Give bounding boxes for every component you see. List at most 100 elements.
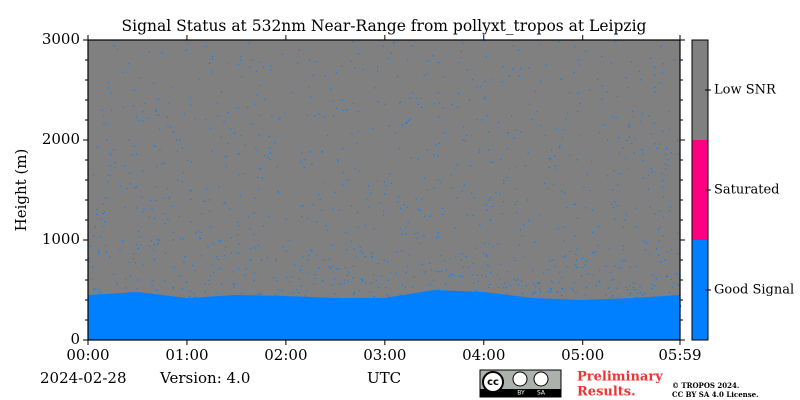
speck <box>483 297 485 299</box>
speck <box>635 207 637 209</box>
speck <box>466 69 468 71</box>
colorbar-segment <box>692 240 708 340</box>
speck <box>259 84 261 87</box>
speck <box>126 187 128 190</box>
speck <box>109 165 111 167</box>
speck <box>406 122 408 124</box>
speck <box>576 266 578 268</box>
speck <box>225 165 227 168</box>
notice-line: Preliminary <box>577 370 663 385</box>
speck <box>645 303 648 305</box>
speck <box>351 132 353 135</box>
speck <box>360 250 362 252</box>
speck <box>488 199 490 201</box>
speck <box>652 274 654 276</box>
speck <box>626 289 628 291</box>
speck <box>92 266 94 268</box>
speck <box>485 56 487 58</box>
speck <box>491 306 494 309</box>
speck <box>412 92 414 94</box>
speck <box>330 303 333 305</box>
speck <box>179 139 181 141</box>
speck <box>426 149 428 151</box>
speck <box>397 201 399 203</box>
speck <box>659 82 661 84</box>
speck <box>601 98 603 100</box>
speck <box>641 294 644 296</box>
speck <box>511 309 514 311</box>
speck <box>122 240 124 242</box>
speck <box>557 227 559 230</box>
speck <box>177 308 179 310</box>
speck <box>647 188 649 190</box>
speck <box>520 229 522 231</box>
x-tick-label: 02:00 <box>264 346 307 364</box>
y-tick-label: 2000 <box>42 130 80 148</box>
speck <box>300 269 302 271</box>
speck <box>586 260 588 262</box>
speck <box>107 181 109 183</box>
speck <box>645 301 647 303</box>
speck <box>289 239 291 241</box>
speck <box>328 258 330 260</box>
speck <box>352 103 354 105</box>
speck <box>667 159 669 161</box>
speck <box>377 101 379 103</box>
speck <box>486 115 488 117</box>
speck <box>283 306 285 308</box>
speck <box>481 274 483 276</box>
speck <box>233 307 235 310</box>
speck <box>477 280 479 283</box>
speck <box>138 306 140 308</box>
logo-sa-circle <box>533 371 549 387</box>
speck <box>133 145 135 147</box>
speck <box>513 137 515 139</box>
speck <box>223 202 225 204</box>
speck <box>369 302 371 304</box>
speck <box>166 187 169 190</box>
speck <box>450 304 452 307</box>
speck <box>443 76 445 78</box>
speck <box>216 102 218 104</box>
speck <box>509 285 511 287</box>
speck <box>266 257 268 259</box>
speck <box>332 208 334 210</box>
speck <box>585 307 587 309</box>
speck <box>660 261 662 263</box>
speck <box>212 55 214 57</box>
speck <box>518 75 520 77</box>
speck <box>98 308 100 310</box>
colorbar-segment <box>692 40 708 140</box>
speck <box>514 188 517 190</box>
speck <box>163 162 165 164</box>
speck <box>199 237 201 239</box>
speck <box>656 147 658 149</box>
speck <box>204 290 206 292</box>
speck <box>374 87 376 89</box>
speck <box>463 184 465 186</box>
speck <box>354 168 356 170</box>
speck <box>99 291 101 294</box>
speck <box>105 244 107 247</box>
speck <box>474 309 476 311</box>
speck <box>543 309 545 312</box>
speck <box>528 309 530 311</box>
speck <box>631 142 633 144</box>
speck <box>96 304 98 306</box>
speck <box>540 80 542 82</box>
speck <box>346 109 348 111</box>
speck <box>237 107 239 109</box>
speck <box>88 260 90 262</box>
speck <box>161 163 163 165</box>
speck <box>503 179 505 182</box>
speck <box>184 256 186 258</box>
speck <box>163 213 165 215</box>
speck <box>410 157 412 159</box>
low-snr-region <box>88 40 680 340</box>
y-axis-label: Height (m) <box>12 149 30 232</box>
speck <box>502 310 504 312</box>
speck <box>539 307 541 309</box>
speck <box>537 282 539 284</box>
speck <box>259 293 261 295</box>
speck <box>147 117 149 119</box>
